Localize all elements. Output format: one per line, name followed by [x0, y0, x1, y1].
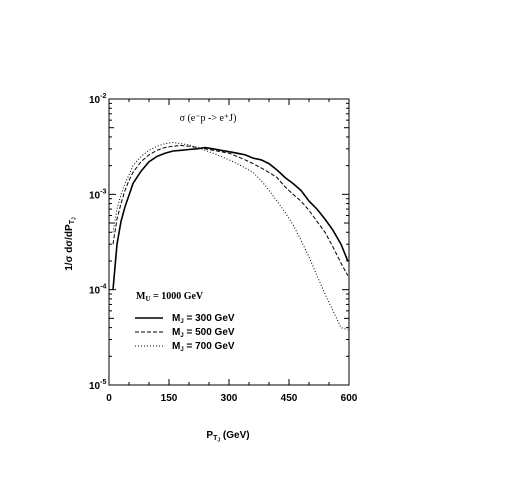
y-tick-label: 10-5 — [89, 379, 106, 392]
x-tick-label: 150 — [161, 393, 178, 404]
y-axis-title: 1/σ dσ/dPTJ — [64, 217, 78, 271]
x-tick-label: 450 — [281, 393, 298, 404]
legend-label-500: MJ = 500 GeV — [172, 327, 235, 339]
legend-label-300: MJ = 300 GeV — [172, 313, 235, 325]
series-layer — [112, 141, 349, 331]
mass-annotation: MU = 1000 GeV — [136, 291, 204, 303]
legend: MJ = 300 GeV MJ = 500 GeV MJ = 700 GeV — [135, 313, 235, 353]
x-axis-title: PTJ (GeV) — [206, 430, 249, 444]
y-tick-label: 10-2 — [89, 93, 106, 106]
axis-ticks: 0 150 300 450 600 10-5 10-4 10-3 10-2 — [89, 93, 358, 404]
x-tick-label: 600 — [341, 393, 358, 404]
x-tick-label: 300 — [221, 393, 238, 404]
y-tick-label: 10-4 — [89, 284, 106, 297]
series-line-300 — [112, 146, 349, 290]
x-tick-label: 0 — [106, 393, 112, 404]
series-line-500 — [112, 144, 349, 276]
legend-label-700: MJ = 700 GeV — [172, 341, 235, 353]
chart-title: σ (e⁻p -> e⁺J) — [180, 113, 237, 124]
y-tick-label: 10-3 — [89, 188, 106, 201]
